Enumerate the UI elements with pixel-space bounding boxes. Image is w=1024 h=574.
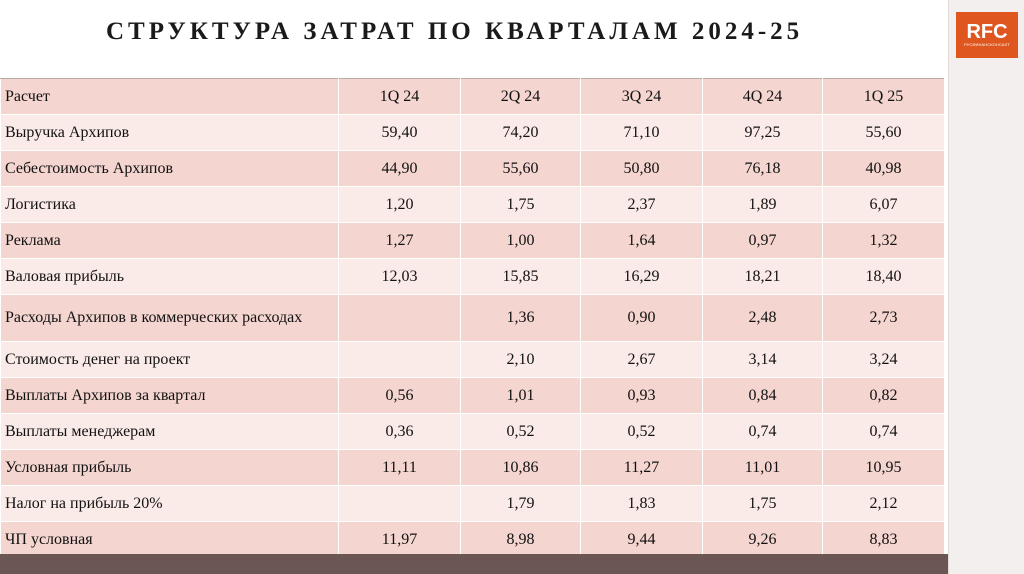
value-cell: 0,52	[460, 413, 581, 450]
row-label-cell: Выплаты Архипов за квартал	[0, 377, 339, 414]
value-cell: 10,95	[822, 449, 945, 486]
value-cell: 0,52	[580, 413, 703, 450]
cost-structure-table-wrap: Расчет 1Q 24 2Q 24 3Q 24 4Q 24 1Q 25 Выручка А…	[0, 78, 945, 558]
value-cell: 97,25	[702, 114, 823, 151]
table-row: ЧП условная 11,97 8,98 9,44 9,26 8,83	[0, 521, 945, 558]
row-label-cell: Валовая прибыль	[0, 258, 339, 295]
value-cell: 3Q 24	[580, 78, 703, 115]
value-cell: 11,11	[338, 449, 461, 486]
value-cell: 2,73	[822, 294, 945, 342]
value-cell: 8,83	[822, 521, 945, 558]
value-cell: 1,79	[460, 485, 581, 522]
value-cell: 59,40	[338, 114, 461, 151]
value-cell: 2,12	[822, 485, 945, 522]
value-cell: 0,84	[702, 377, 823, 414]
table-row: Налог на прибыль 20% 1,79 1,83 1,75 2,12	[0, 485, 945, 522]
value-cell: 76,18	[702, 150, 823, 187]
value-cell	[338, 485, 461, 522]
table-row: Валовая прибыль 12,03 15,85 16,29 18,21 18,40	[0, 258, 945, 295]
logo-subtitle: РУСФИНАНСКОНСАЛТ	[964, 42, 1010, 47]
table-row: Выплаты Архипов за квартал 0,56 1,01 0,93 0,…	[0, 377, 945, 414]
value-cell: 0,97	[702, 222, 823, 259]
row-label-cell: ЧП условная	[0, 521, 339, 558]
value-cell: 1Q 25	[822, 78, 945, 115]
value-cell: 6,07	[822, 186, 945, 223]
table-row: Логистика 1,20 1,75 2,37 1,89 6,07	[0, 186, 945, 223]
value-cell: 0,74	[702, 413, 823, 450]
table-row: Расходы Архипов в коммерческих расходах 1…	[0, 294, 945, 342]
value-cell: 1Q 24	[338, 78, 461, 115]
table-row: Условная прибыль 11,11 10,86 11,27 11,01 10,9…	[0, 449, 945, 486]
value-cell: 1,83	[580, 485, 703, 522]
value-cell: 0,82	[822, 377, 945, 414]
value-cell: 1,75	[460, 186, 581, 223]
row-label-cell: Реклама	[0, 222, 339, 259]
value-cell: 3,24	[822, 341, 945, 378]
value-cell: 4Q 24	[702, 78, 823, 115]
row-label-cell: Себестоимость Архипов	[0, 150, 339, 187]
value-cell: 1,00	[460, 222, 581, 259]
table-header-row: Расчет 1Q 24 2Q 24 3Q 24 4Q 24 1Q 25	[0, 78, 945, 115]
value-cell: 50,80	[580, 150, 703, 187]
value-cell: 1,01	[460, 377, 581, 414]
value-cell: 11,97	[338, 521, 461, 558]
value-cell: 55,60	[460, 150, 581, 187]
value-cell	[338, 294, 461, 342]
row-label-cell: Выплаты менеджерам	[0, 413, 339, 450]
value-cell: 9,26	[702, 521, 823, 558]
value-cell: 1,27	[338, 222, 461, 259]
row-label-cell: Расчет	[0, 78, 339, 115]
logo-side-panel	[948, 0, 1024, 574]
value-cell: 71,10	[580, 114, 703, 151]
table-row: Выплаты менеджерам 0,36 0,52 0,52 0,74 0,74	[0, 413, 945, 450]
value-cell: 10,86	[460, 449, 581, 486]
value-cell: 1,89	[702, 186, 823, 223]
value-cell: 2,10	[460, 341, 581, 378]
value-cell: 1,64	[580, 222, 703, 259]
value-cell: 44,90	[338, 150, 461, 187]
value-cell: 1,32	[822, 222, 945, 259]
value-cell: 18,40	[822, 258, 945, 295]
value-cell: 1,36	[460, 294, 581, 342]
value-cell: 9,44	[580, 521, 703, 558]
row-label-cell: Налог на прибыль 20%	[0, 485, 339, 522]
logo-text: RFC	[966, 21, 1008, 43]
value-cell: 0,93	[580, 377, 703, 414]
value-cell: 0,90	[580, 294, 703, 342]
value-cell: 12,03	[338, 258, 461, 295]
value-cell	[338, 341, 461, 378]
value-cell: 18,21	[702, 258, 823, 295]
value-cell: 0,56	[338, 377, 461, 414]
row-label-cell: Выручка Архипов	[0, 114, 339, 151]
table-row: Себестоимость Архипов 44,90 55,60 50,80 76,1…	[0, 150, 945, 187]
value-cell: 40,98	[822, 150, 945, 187]
value-cell: 3,14	[702, 341, 823, 378]
table-row: Стоимость денег на проект 2,10 2,67 3,14 3,2…	[0, 341, 945, 378]
row-label-cell: Расходы Архипов в коммерческих расходах	[0, 294, 339, 342]
table-row: Реклама 1,27 1,00 1,64 0,97 1,32	[0, 222, 945, 259]
table-row: Выручка Архипов 59,40 74,20 71,10 97,25 55,60	[0, 114, 945, 151]
value-cell: 0,36	[338, 413, 461, 450]
row-label-cell: Логистика	[0, 186, 339, 223]
value-cell: 2,48	[702, 294, 823, 342]
row-label-cell: Условная прибыль	[0, 449, 339, 486]
slide-title: СТРУКТУРА ЗАТРАТ ПО КВАРТАЛАМ 2024-25	[106, 18, 804, 45]
bottom-bar	[0, 554, 948, 574]
value-cell: 11,01	[702, 449, 823, 486]
value-cell: 74,20	[460, 114, 581, 151]
cost-structure-table: Расчет 1Q 24 2Q 24 3Q 24 4Q 24 1Q 25 Выручка А…	[0, 78, 945, 558]
value-cell: 11,27	[580, 449, 703, 486]
value-cell: 2Q 24	[460, 78, 581, 115]
rfc-logo: RFC РУСФИНАНСКОНСАЛТ	[956, 12, 1018, 58]
row-label-cell: Стоимость денег на проект	[0, 341, 339, 378]
value-cell: 15,85	[460, 258, 581, 295]
value-cell: 16,29	[580, 258, 703, 295]
value-cell: 2,37	[580, 186, 703, 223]
value-cell: 1,20	[338, 186, 461, 223]
value-cell: 1,75	[702, 485, 823, 522]
value-cell: 0,74	[822, 413, 945, 450]
value-cell: 55,60	[822, 114, 945, 151]
value-cell: 2,67	[580, 341, 703, 378]
value-cell: 8,98	[460, 521, 581, 558]
